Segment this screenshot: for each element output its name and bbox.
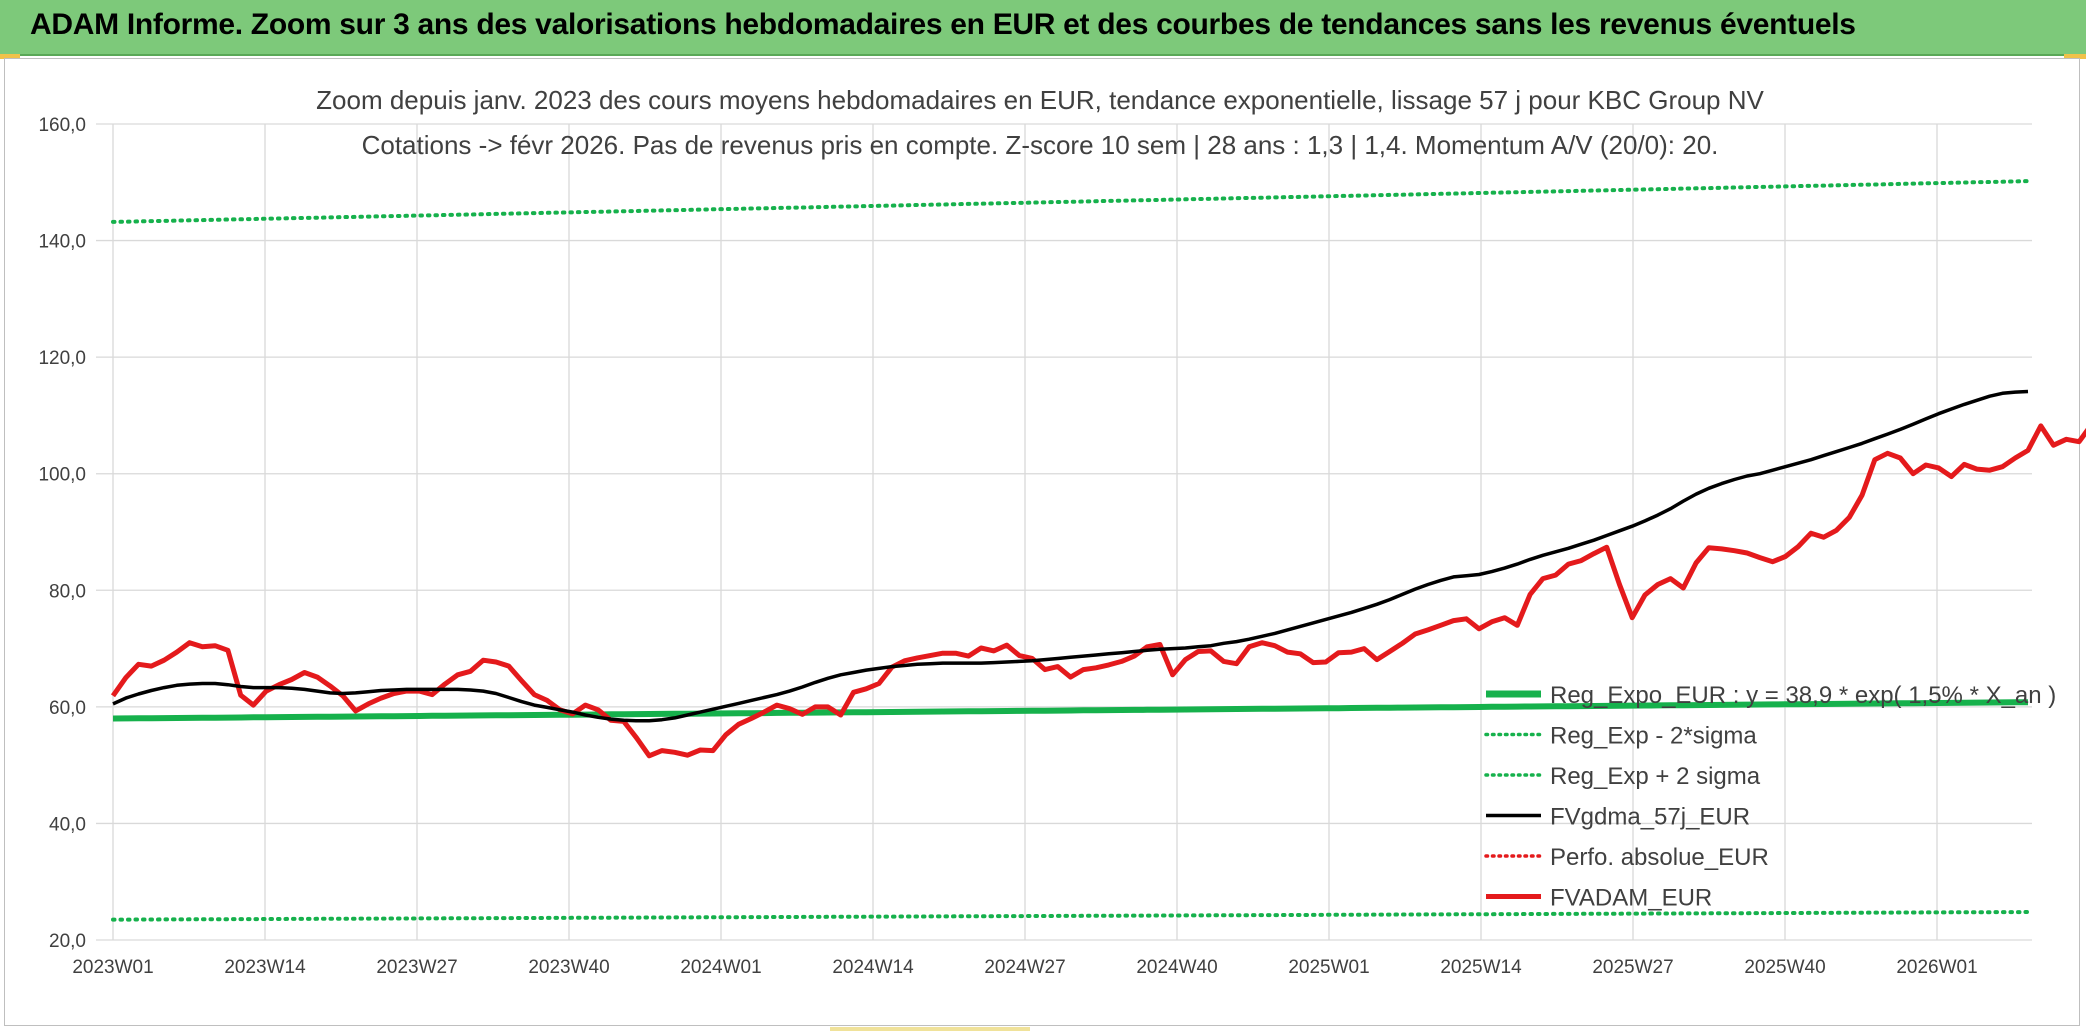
chart-title: Zoom depuis janv. 2023 des cours moyens … xyxy=(316,85,1764,115)
series-fvgdma-57j-eur xyxy=(112,389,2029,723)
x-tick-label: 2025W01 xyxy=(1288,957,1369,978)
report-banner: ADAM Informe. Zoom sur 3 ans des valoris… xyxy=(0,0,2086,56)
x-tick-label: 2023W40 xyxy=(528,957,609,978)
series-reg-expo-eur xyxy=(112,699,2029,722)
x-tick-label: 2024W14 xyxy=(832,957,914,978)
legend-reg-exp-plus-2sigma-label: Reg_Exp + 2 sigma xyxy=(1550,763,1761,790)
x-tick-label: 2024W40 xyxy=(1136,957,1217,978)
x-tick-label: 2024W01 xyxy=(680,957,761,978)
legend-fvadam-eur-label: FVADAM_EUR xyxy=(1550,885,1712,912)
grid xyxy=(96,123,2032,941)
chart-frame xyxy=(4,58,2080,1026)
x-tick-label: 2026W01 xyxy=(1896,957,1977,978)
y-tick-label: 60,0 xyxy=(49,698,86,719)
corner-accent-right xyxy=(2064,54,2086,59)
series-reg-exp-plus-2sigma xyxy=(111,179,2030,224)
series-fvadam-eur xyxy=(110,423,2086,759)
legend-fvgdma-57j-eur-label: FVgdma_57j_EUR xyxy=(1550,804,1750,831)
series xyxy=(110,179,2086,922)
legend-perfo-absolue-eur-label: Perfo. absolue_EUR xyxy=(1550,844,1769,871)
y-tick-label: 80,0 xyxy=(49,581,86,602)
legend-reg-exp-minus-2sigma-label: Reg_Exp - 2*sigma xyxy=(1550,723,1757,750)
series-reg-exp-minus-2sigma xyxy=(111,910,2030,922)
chart-subtitle: Cotations -> févr 2026. Pas de revenus p… xyxy=(362,130,1719,160)
x-tick-label: 2025W27 xyxy=(1592,957,1673,978)
y-tick-label: 120,0 xyxy=(38,348,86,369)
y-tick-label: 40,0 xyxy=(49,814,86,835)
bottom-accent xyxy=(830,1027,1030,1031)
legend-reg-expo-eur-label: Reg_Expo_EUR : y = 38,9 * exp( 1,5% * X_… xyxy=(1550,682,2056,709)
legend: Reg_Expo_EUR : y = 38,9 * exp( 1,5% * X_… xyxy=(1484,682,2056,912)
y-tick-label: 100,0 xyxy=(38,465,86,486)
x-tick-label: 2023W14 xyxy=(224,957,306,978)
y-tick-label: 20,0 xyxy=(49,931,86,952)
x-tick-label: 2023W01 xyxy=(72,957,153,978)
x-tick-label: 2025W14 xyxy=(1440,957,1522,978)
x-tick-label: 2023W27 xyxy=(376,957,457,978)
y-tick-label: 160,0 xyxy=(38,115,86,136)
x-axis-ticks: 2023W01 2023W14 2023W27 2023W40 2024W01 2024W… xyxy=(72,957,1977,978)
x-tick-label: 2025W40 xyxy=(1744,957,1825,978)
x-tick-label: 2024W27 xyxy=(984,957,1065,978)
report-title: ADAM Informe. Zoom sur 3 ans des valoris… xyxy=(30,8,1856,41)
corner-accent-left xyxy=(0,54,20,59)
y-axis-ticks: 20,0 40,0 60,0 80,0 100,0 120,0 140,0 160,0 xyxy=(38,115,86,952)
y-tick-label: 140,0 xyxy=(38,232,86,253)
